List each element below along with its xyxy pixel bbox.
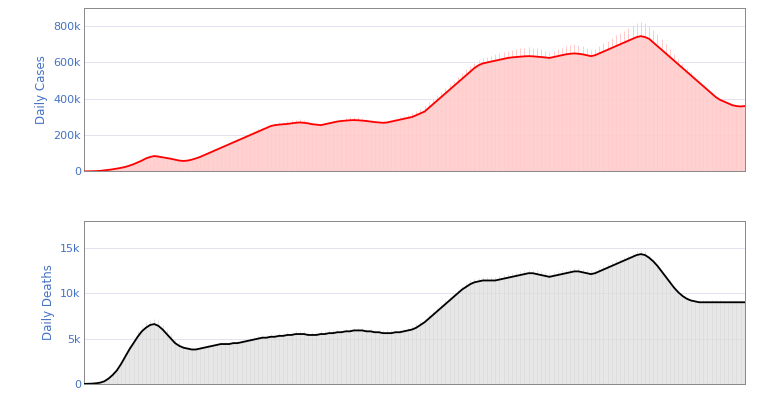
Y-axis label: Daily Cases: Daily Cases: [35, 55, 48, 124]
Y-axis label: Daily Deaths: Daily Deaths: [42, 264, 55, 340]
